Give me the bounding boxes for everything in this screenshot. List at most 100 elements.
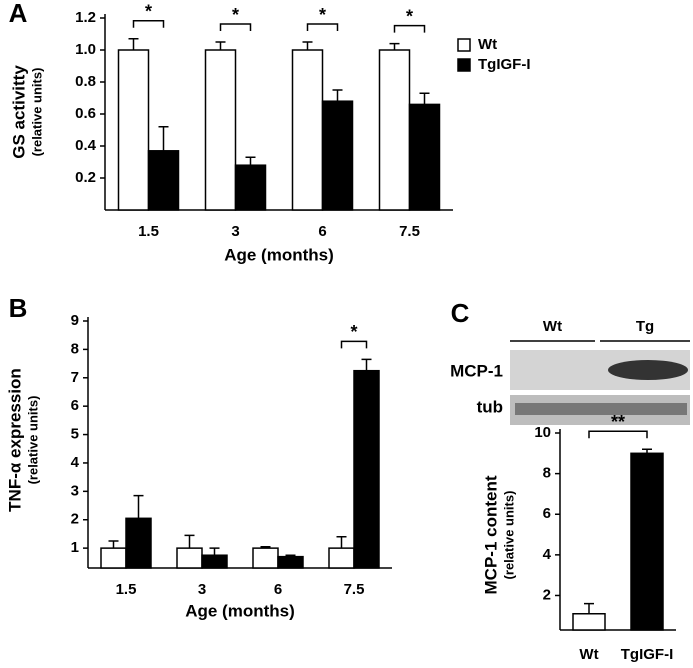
bar — [204, 49, 237, 211]
y-axis-label: GS activitty — [9, 65, 28, 159]
bar — [252, 547, 279, 569]
bar — [321, 100, 354, 211]
bar — [176, 547, 203, 569]
bar — [234, 164, 267, 211]
bar — [291, 49, 324, 211]
bar — [201, 554, 228, 569]
error-bar — [302, 41, 313, 50]
bar — [277, 555, 304, 569]
error-bar — [108, 540, 119, 549]
error-bar — [584, 602, 594, 614]
y-tick-label: 4 — [71, 454, 80, 471]
panel-label: A — [9, 0, 28, 28]
error-bar — [158, 126, 169, 151]
error-bar — [128, 38, 139, 50]
error-bar — [260, 545, 271, 549]
error-bar — [419, 92, 430, 105]
x-tick-label: Wt — [579, 646, 598, 663]
bar — [117, 49, 150, 211]
y-tick-label: 1.2 — [75, 9, 96, 26]
bar — [125, 517, 152, 569]
bar — [408, 103, 441, 211]
y-tick-label: 1.0 — [75, 41, 96, 58]
x-tick-label: 1.5 — [116, 581, 137, 598]
significance-bracket — [340, 340, 368, 349]
significance-bracket — [306, 23, 339, 31]
blot-band — [515, 403, 687, 415]
x-tick-label: 7.5 — [399, 223, 420, 240]
x-tick-label: 6 — [318, 223, 326, 240]
x-axis-label: Age (months) — [224, 245, 334, 264]
significance-bracket — [393, 24, 426, 33]
y-tick-label: 2 — [71, 511, 79, 528]
x-tick-label: 3 — [231, 223, 239, 240]
y-tick-label: 2 — [543, 586, 551, 603]
blot-image — [510, 350, 690, 425]
significance-label: * — [232, 5, 239, 25]
x-tick-label: 3 — [198, 581, 206, 598]
y-axis-label: MCP-1 content — [481, 475, 500, 594]
lane-label: Tg — [636, 318, 654, 335]
x-tick-label: 7.5 — [344, 581, 365, 598]
legend-swatch — [457, 38, 471, 52]
y-axis-label: TNF-α expression — [5, 368, 24, 512]
significance-bracket — [588, 430, 648, 439]
bar — [353, 369, 380, 569]
lane-label: Wt — [543, 318, 562, 335]
significance-label: ** — [611, 412, 625, 432]
significance-bracket — [219, 23, 252, 31]
significance-label: * — [145, 2, 152, 22]
error-bar — [336, 536, 347, 549]
error-bar — [184, 534, 195, 549]
x-tick-label: 6 — [274, 581, 282, 598]
y-tick-label: 0.8 — [75, 73, 96, 90]
blot-row-label: MCP-1 — [450, 361, 503, 380]
error-bar — [285, 554, 296, 557]
legend-label: Wt — [478, 36, 497, 53]
significance-label: * — [406, 6, 413, 26]
y-tick-label: 7 — [71, 369, 79, 386]
bar — [147, 150, 180, 211]
y-axis-sublabel: (relative units) — [29, 68, 44, 157]
x-axis-label: Age (months) — [185, 601, 295, 620]
bar — [100, 547, 127, 569]
legend-label: TgIGF-I — [478, 56, 531, 73]
panel-label: B — [9, 293, 28, 323]
error-bar — [245, 156, 256, 166]
y-tick-label: 9 — [71, 312, 79, 329]
y-tick-label: 0.4 — [75, 137, 97, 154]
legend-swatch — [457, 58, 471, 72]
error-bar — [209, 547, 220, 556]
y-tick-label: 10 — [534, 424, 551, 441]
y-tick-label: 6 — [543, 505, 551, 522]
y-axis-sublabel: (relative units) — [501, 491, 516, 580]
bar — [630, 452, 664, 631]
error-bar — [642, 448, 652, 454]
y-tick-label: 6 — [71, 397, 79, 414]
error-bar — [389, 42, 400, 50]
blot-band — [608, 360, 688, 380]
error-bar — [361, 358, 372, 371]
blot-row-label: tub — [477, 397, 503, 416]
bar — [328, 547, 355, 569]
y-tick-label: 0.2 — [75, 169, 96, 186]
significance-bracket — [132, 20, 165, 28]
x-tick-label: 1.5 — [138, 223, 159, 240]
bar — [572, 613, 606, 631]
y-tick-label: 8 — [71, 340, 79, 357]
y-tick-label: 4 — [543, 546, 552, 563]
y-axis-sublabel: (relative units) — [25, 396, 40, 485]
bar — [378, 49, 411, 211]
y-tick-label: 3 — [71, 482, 79, 499]
error-bar — [215, 41, 226, 50]
y-tick-label: 8 — [543, 465, 551, 482]
y-tick-label: 5 — [71, 426, 79, 443]
error-bar — [332, 89, 343, 102]
error-bar — [133, 494, 144, 519]
significance-label: * — [319, 5, 326, 25]
x-tick-label: TgIGF-I — [621, 646, 674, 663]
y-tick-label: 1 — [71, 539, 79, 556]
y-tick-label: 0.6 — [75, 105, 96, 122]
panel-label: C — [451, 298, 470, 328]
